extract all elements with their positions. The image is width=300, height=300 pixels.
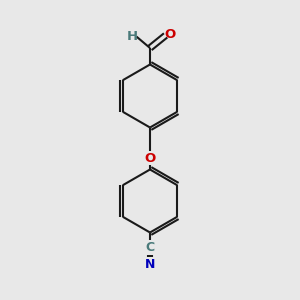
Text: H: H <box>127 29 138 43</box>
Text: N: N <box>145 258 155 271</box>
Text: O: O <box>164 28 176 41</box>
Text: C: C <box>146 241 154 254</box>
Text: O: O <box>144 152 156 165</box>
